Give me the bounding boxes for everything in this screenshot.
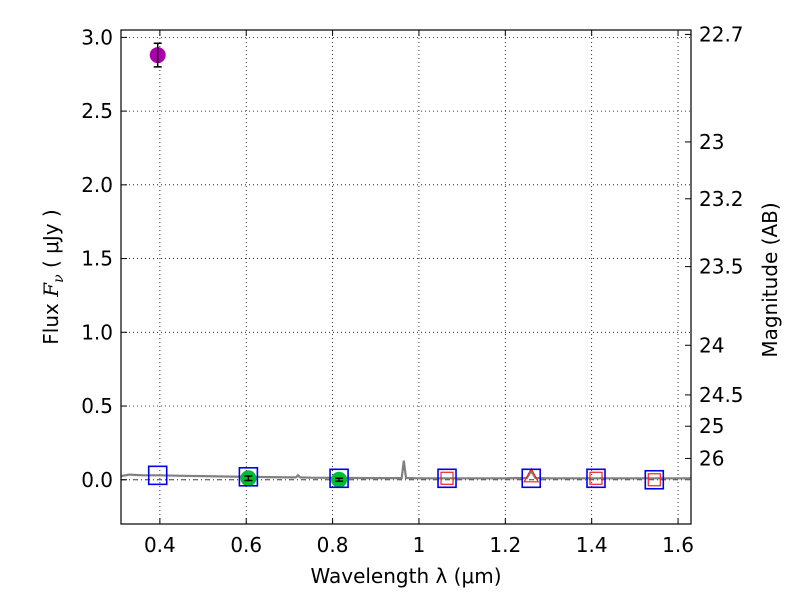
model-spectrum-line <box>120 460 691 480</box>
x-tick-label: 1.2 <box>489 533 521 557</box>
y-tick-label: 0.5 <box>81 394 113 418</box>
right-tick-label: 24.5 <box>699 383 744 407</box>
model-photometry-marker <box>329 468 349 489</box>
right-tick-label: 23.5 <box>699 255 744 279</box>
right-tick-label: 24 <box>699 333 724 357</box>
right-tick-label: 25 <box>699 414 724 438</box>
y-tick-label: 2.5 <box>81 99 113 123</box>
model-photometry-marker <box>238 467 259 487</box>
y-label-suffix: ( μJy ) <box>39 209 63 274</box>
y-label-prefix: Flux <box>39 297 63 345</box>
upper-limit-marker <box>589 471 603 485</box>
model-photometry-marker <box>644 469 665 490</box>
model-photometry-marker <box>521 468 542 489</box>
y-tick-label: 1.5 <box>81 247 113 271</box>
x-axis-label: Wavelength λ (μm) <box>310 564 501 588</box>
x-tick-label: 1.6 <box>662 533 694 557</box>
axis-ticks: 0.4 0.6 0.8 1 1.2 1.4 1.6 0.0 0.5 1.0 1.5 2.0 2.5 3.0… <box>81 22 743 557</box>
y-label-variable: F <box>39 282 63 298</box>
model-photometry-marker <box>437 468 457 489</box>
y-axis-label-left: Flux Fν ( μJy ) <box>39 209 67 344</box>
right-tick-label: 22.7 <box>699 22 744 46</box>
plot-frame <box>120 29 692 525</box>
y-tick-label: 1.0 <box>81 320 113 344</box>
plot-area <box>120 42 691 490</box>
x-tick-label: 0.4 <box>144 533 176 557</box>
x-tick-label: 0.6 <box>230 533 262 557</box>
y-tick-label: 0.0 <box>81 468 113 492</box>
grid <box>121 30 691 524</box>
upper-limit-marker <box>440 471 454 485</box>
right-tick-label: 23.2 <box>699 187 744 211</box>
y-label-subscript: ν <box>51 274 67 283</box>
y-tick-label: 3.0 <box>81 25 113 49</box>
x-tick-label: 0.8 <box>317 533 349 557</box>
y-axis-label-right: Magnitude (AB) <box>758 202 782 357</box>
x-tick-label: 1.4 <box>576 533 608 557</box>
y-tick-label: 2.0 <box>81 173 113 197</box>
right-tick-label: 23 <box>699 130 724 154</box>
model-photometry-marker <box>586 468 606 489</box>
upper-limit-triangle <box>523 467 540 483</box>
upper-limit-marker <box>647 473 661 487</box>
right-tick-label: 26 <box>699 446 724 470</box>
x-tick-label: 1 <box>413 533 426 557</box>
model-photometry-marker <box>147 465 168 486</box>
